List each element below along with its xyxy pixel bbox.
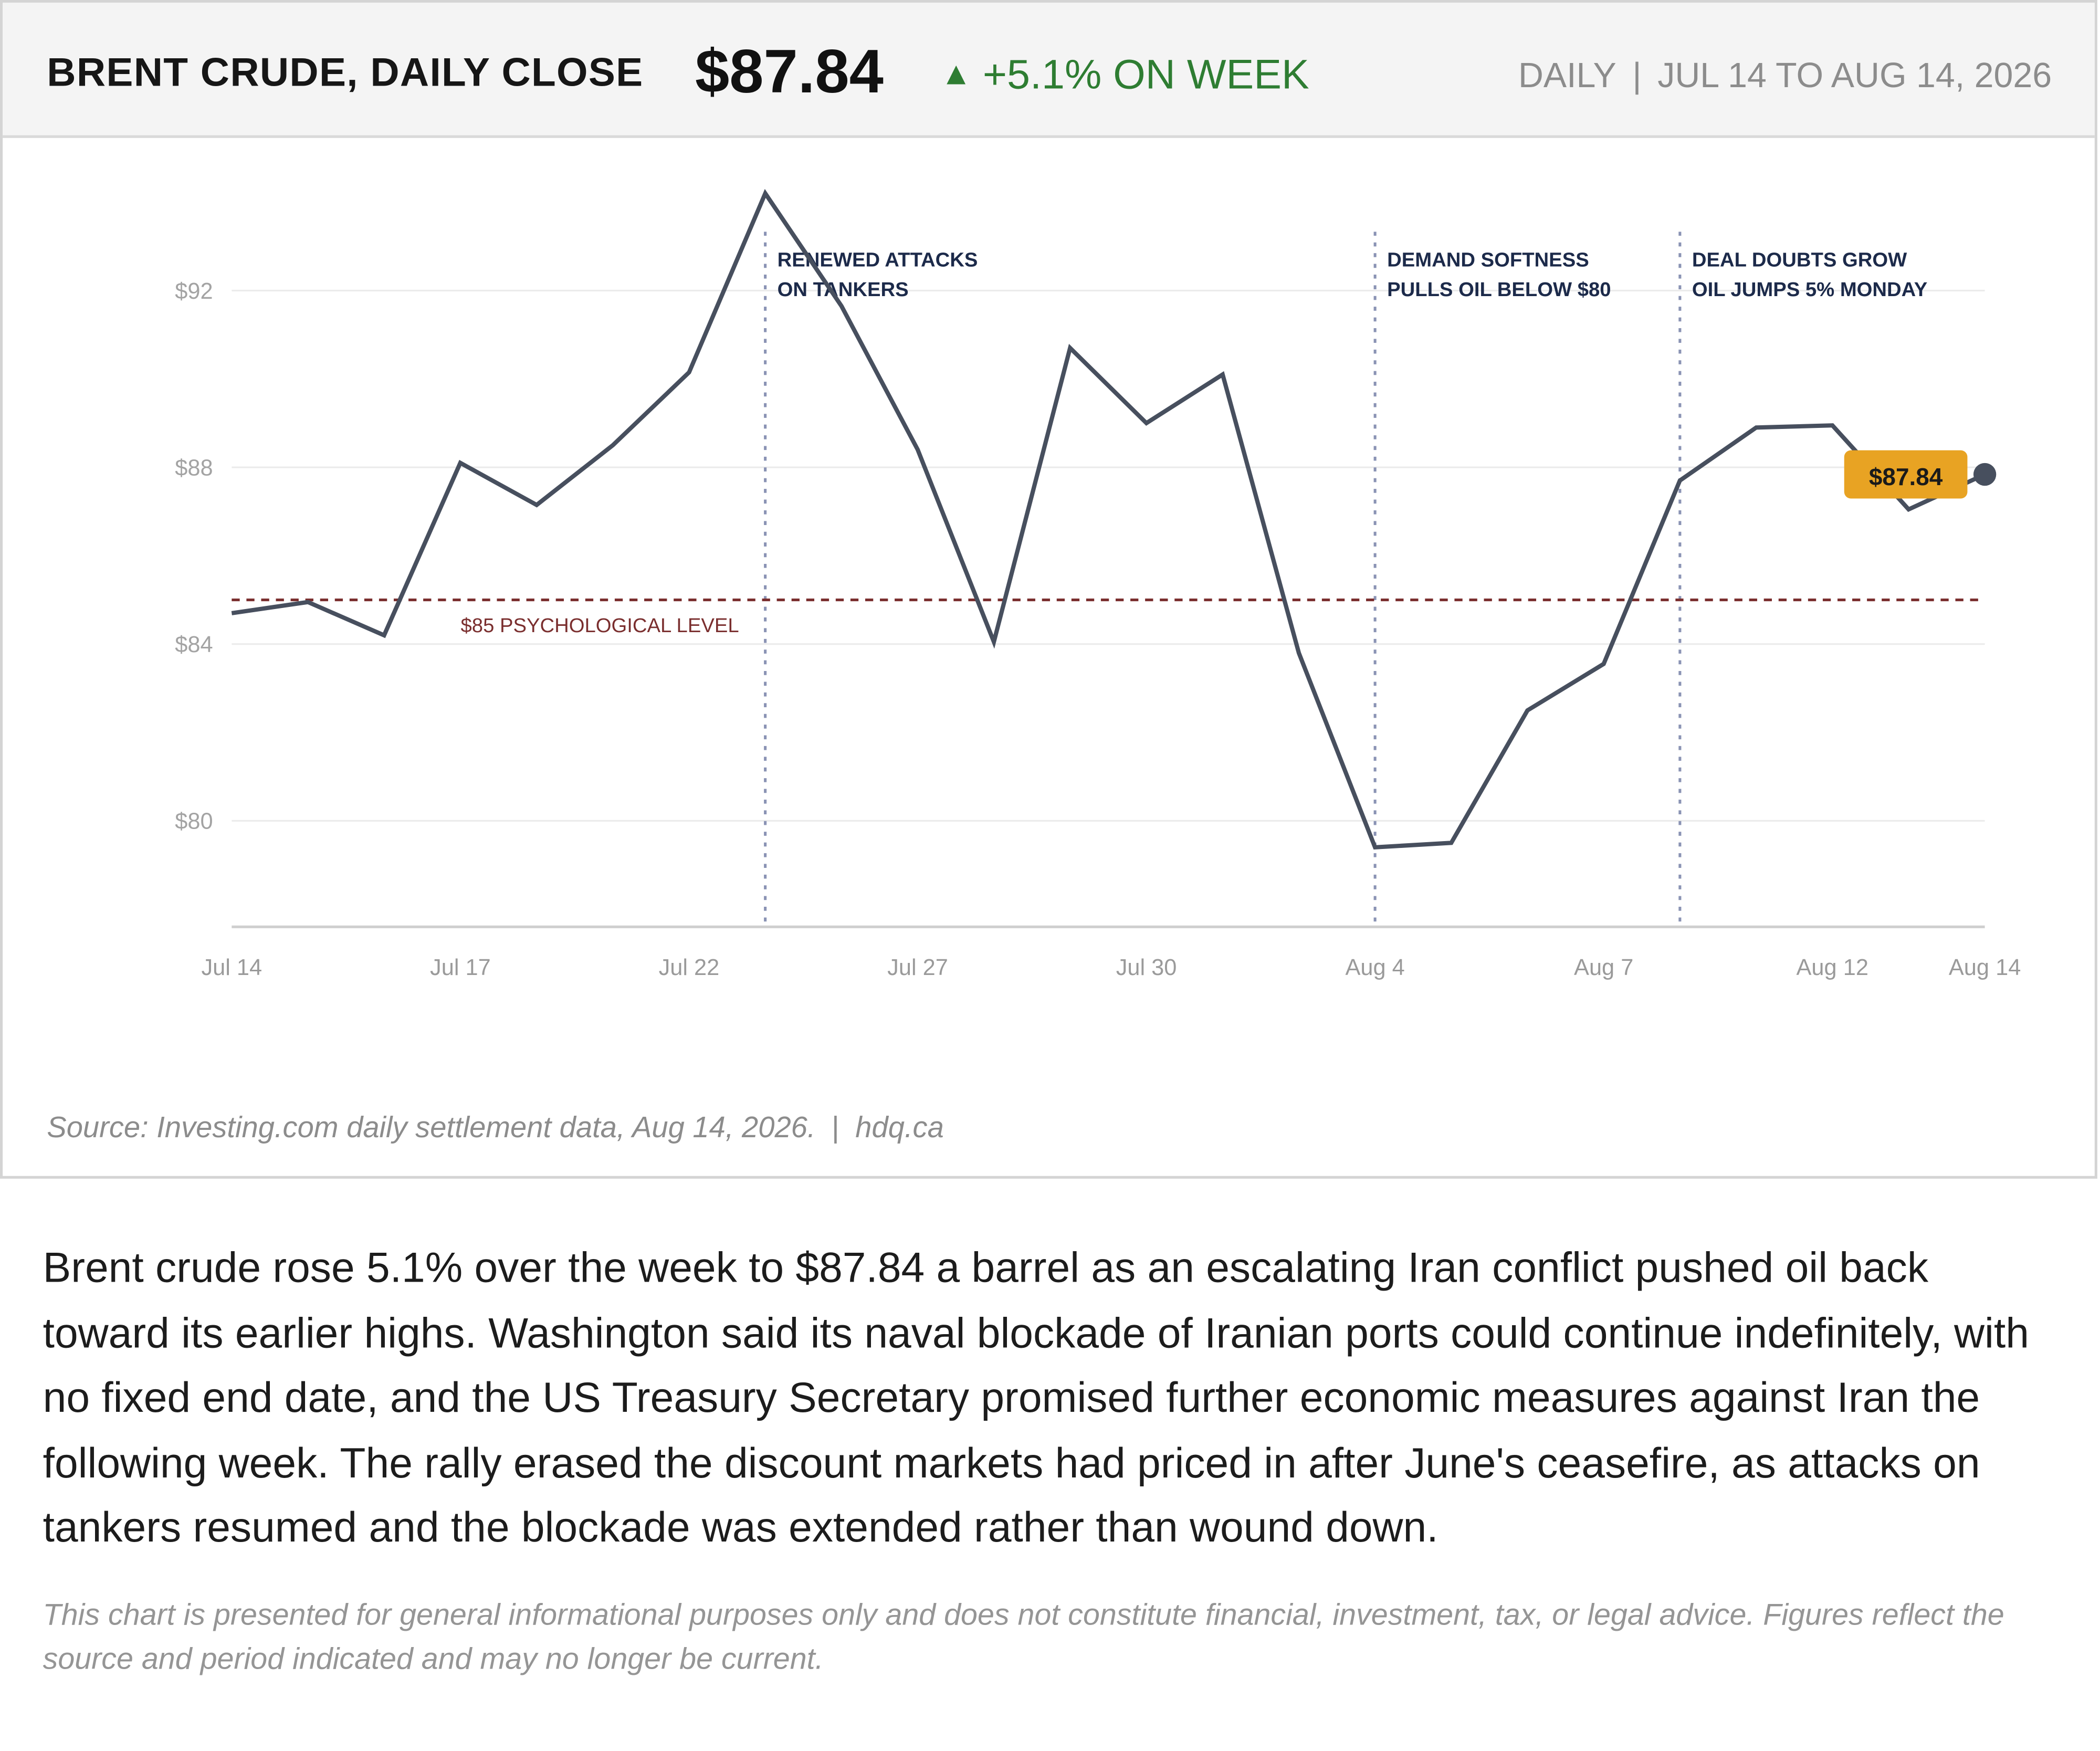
weekly-change: ▲ +5.1% ON WEEK — [940, 51, 1309, 99]
y-tick-label: $92 — [175, 279, 213, 304]
chart-title: BRENT CRUDE, DAILY CLOSE — [47, 50, 644, 96]
x-tick-label: Jul 22 — [659, 955, 720, 980]
x-tick-label: Aug 4 — [1345, 955, 1404, 980]
reference-line-label: $85 PSYCHOLOGICAL LEVEL — [461, 614, 739, 637]
x-tick-label: Aug 7 — [1574, 955, 1633, 980]
y-tick-label: $88 — [175, 455, 213, 480]
x-tick-label: Jul 27 — [887, 955, 948, 980]
up-arrow-icon: ▲ — [940, 56, 972, 93]
annotation-label: DEAL DOUBTS GROW — [1692, 249, 1907, 271]
annotation-label: ON TANKERS — [778, 278, 909, 301]
x-tick-label: Aug 14 — [1949, 955, 2021, 980]
last-value-label: $87.84 — [1869, 463, 1943, 490]
current-price: $87.84 — [695, 36, 884, 106]
y-tick-label: $84 — [175, 632, 213, 657]
x-tick-label: Jul 30 — [1116, 955, 1177, 980]
source-separator: | — [832, 1110, 839, 1144]
x-tick-label: Jul 14 — [201, 955, 262, 980]
source-note: Source: Investing.com daily settlement d… — [47, 1110, 944, 1145]
summary-paragraph: Brent crude rose 5.1% over the week to $… — [43, 1243, 2029, 1551]
price-line — [231, 188, 1986, 850]
x-tick-label: Jul 17 — [430, 955, 491, 980]
period-label: DAILY | JUL 14 TO AUG 14, 2026 — [1518, 55, 2052, 97]
weekly-change-text: +5.1% ON WEEK — [982, 50, 1309, 98]
x-tick-label: Aug 12 — [1797, 955, 1868, 980]
annotation-label: DEMAND SOFTNESS — [1387, 249, 1589, 271]
period-separator: | — [1632, 55, 1642, 96]
last-value-badge — [1844, 450, 1968, 499]
annotation-label: OIL JUMPS 5% MONDAY — [1692, 278, 1927, 301]
annotation-label: PULLS OIL BELOW $80 — [1387, 278, 1611, 301]
disclaimer: This chart is presented for general info… — [43, 1598, 2004, 1675]
chart-card: BRENT CRUDE, DAILY CLOSE $87.84 ▲ +5.1% O… — [0, 0, 2097, 1179]
source-text: Source: Investing.com daily settlement d… — [47, 1110, 816, 1144]
frequency-label: DAILY — [1518, 55, 1616, 96]
source-site: hdq.ca — [855, 1110, 944, 1144]
chart-header: BRENT CRUDE, DAILY CLOSE $87.84 ▲ +5.1% O… — [3, 3, 2095, 138]
y-tick-label: $80 — [175, 809, 213, 834]
date-range: JUL 14 TO AUG 14, 2026 — [1657, 55, 2052, 96]
last-point-marker — [1973, 463, 1997, 486]
